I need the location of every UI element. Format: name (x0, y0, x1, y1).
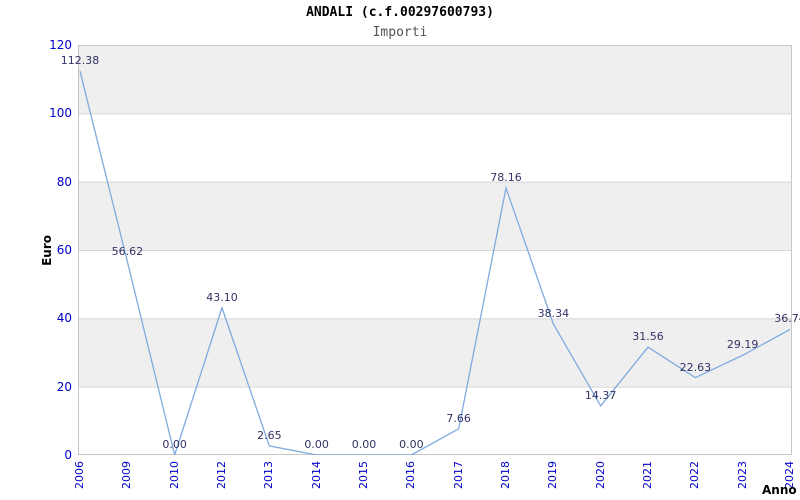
data-point-label: 43.10 (206, 290, 238, 304)
y-tick-label: 120 (49, 38, 72, 52)
plot-band (78, 181, 792, 250)
y-tick-label: 20 (56, 379, 72, 394)
data-point-label: 31.56 (632, 330, 664, 344)
chart-title: ANDALI (c.f.00297600793) (306, 5, 494, 20)
x-tick-label: 2018 (499, 461, 512, 489)
y-tick-label: 40 (56, 311, 72, 326)
data-point-label: 38.34 (537, 307, 570, 320)
data-point-label: 36.74 (774, 312, 800, 326)
data-point-label: 2.65 (257, 428, 282, 442)
data-point-label: 14.37 (584, 388, 617, 402)
x-tick-label: 2017 (451, 461, 465, 489)
x-tick-label: 2023 (735, 461, 749, 489)
data-point-label: 0.00 (304, 438, 329, 451)
data-point-label: 78.16 (490, 170, 522, 184)
data-point-label: 22.63 (679, 360, 712, 374)
data-point-label: 7.66 (446, 411, 471, 425)
y-tick-label: 100 (49, 106, 72, 121)
plot-band (78, 318, 792, 387)
x-axis-title: Anno (762, 483, 797, 497)
x-tick-label: 2013 (262, 461, 276, 489)
y-tick-label: 60 (56, 243, 72, 257)
line-chart-canvas (78, 45, 792, 455)
x-tick-label: 2012 (215, 461, 228, 489)
x-tick-label: 2016 (404, 461, 418, 489)
data-point-label: 0.00 (162, 438, 187, 451)
data-point-label: 112.38 (60, 54, 100, 68)
data-point-label: 29.19 (726, 338, 759, 352)
x-tick-label: 2015 (357, 461, 370, 489)
data-point-label: 0.00 (351, 438, 377, 451)
x-tick-label: 2014 (309, 461, 323, 489)
plot-band (78, 45, 792, 114)
data-point-label: 0.00 (399, 438, 424, 451)
x-tick-label: 2006 (73, 461, 86, 489)
chart-subtitle: Importi (372, 25, 428, 40)
x-tick-label: 2019 (546, 461, 560, 489)
x-tick-label: 2009 (120, 461, 134, 489)
plot-border (78, 45, 792, 455)
plot-area (78, 45, 792, 455)
data-point-label: 56.62 (111, 244, 144, 258)
series-line (79, 70, 791, 455)
x-tick-label: 2010 (167, 461, 181, 489)
y-tick-label: 80 (56, 174, 72, 189)
x-tick-label: 2021 (641, 461, 654, 489)
y-tick-label: 0 (64, 448, 72, 462)
x-tick-label: 2022 (688, 461, 702, 489)
x-tick-label: 2020 (593, 461, 607, 489)
